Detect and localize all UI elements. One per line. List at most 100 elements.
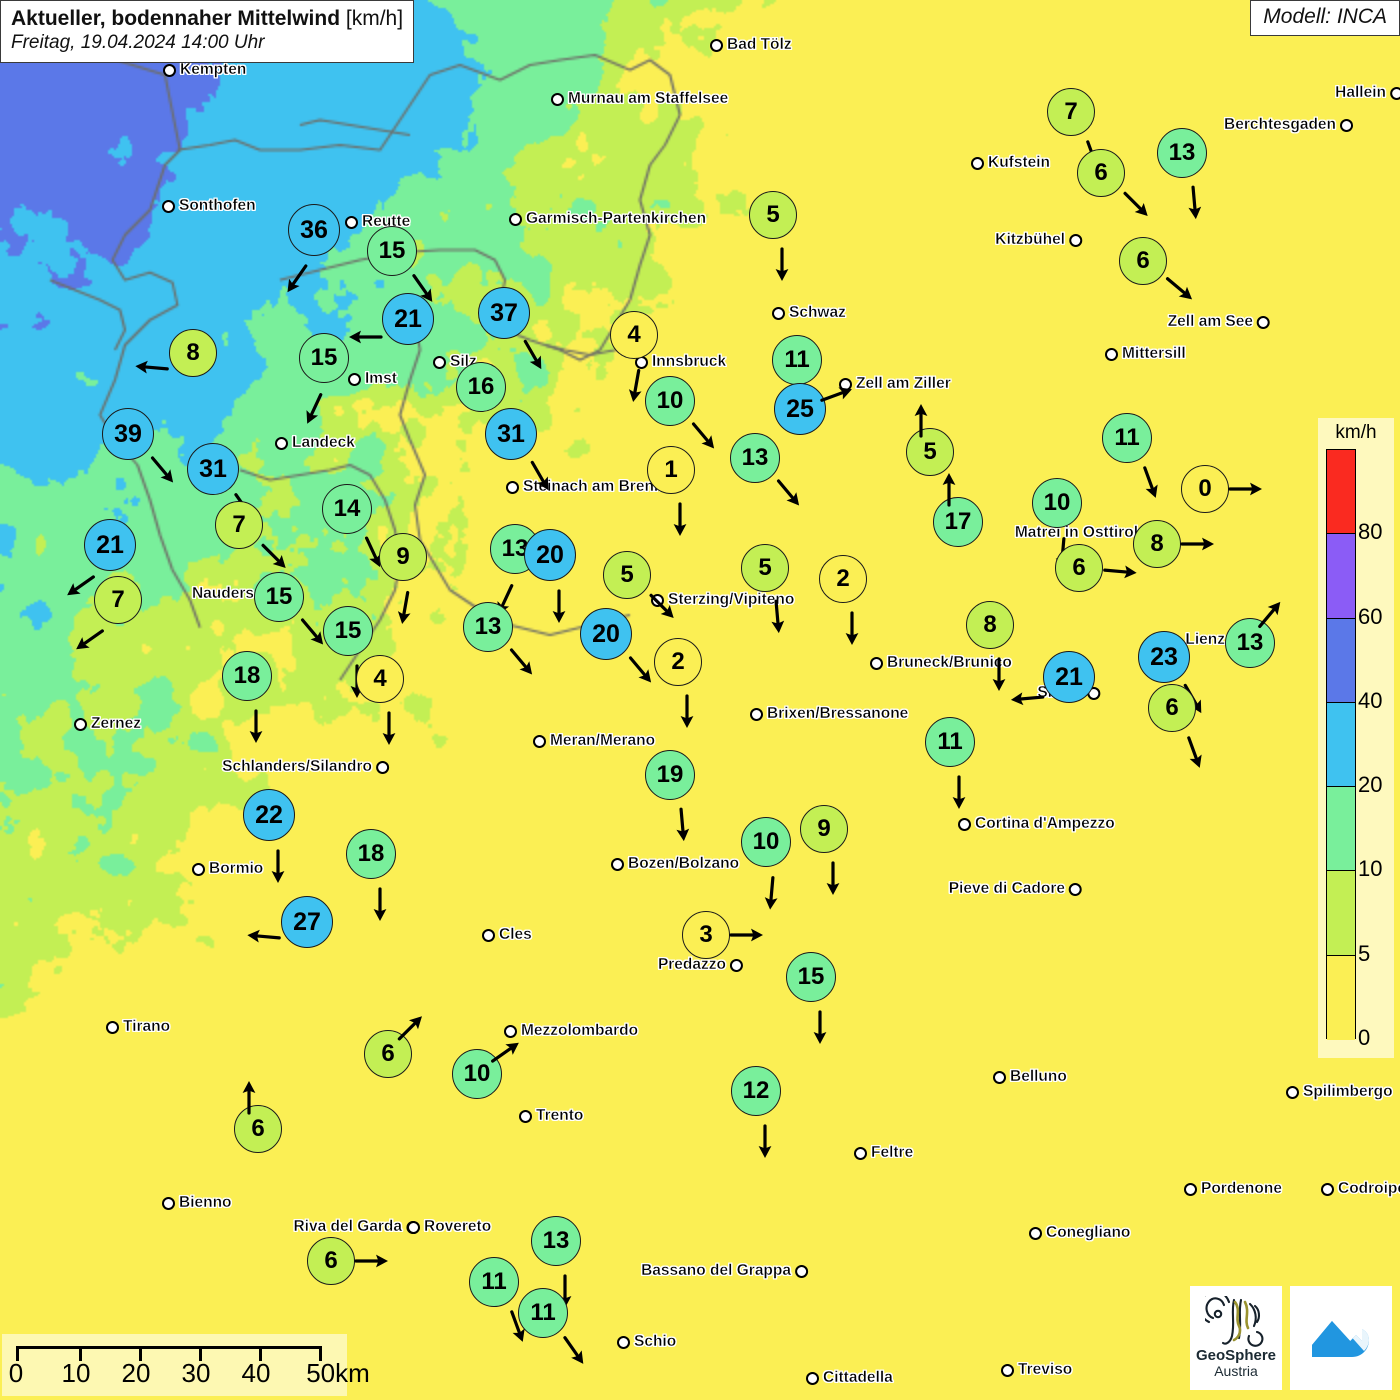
wind-speed-value: 15 [323, 606, 373, 656]
wind-speed-value: 10 [741, 817, 791, 867]
wind-direction-arrow-icon [70, 623, 108, 657]
wind-direction-arrow-icon [393, 590, 417, 627]
wind-direction-arrow-icon [269, 849, 287, 884]
wind-direction-arrow-icon [1161, 272, 1199, 308]
wind-speed-value: 18 [222, 651, 272, 701]
scale-label: 10 [61, 1358, 91, 1388]
wind-speed-value: 6 [1055, 544, 1103, 592]
wind-speed-value: 10 [1032, 478, 1082, 528]
legend-tick-label: 40 [1358, 687, 1383, 713]
wind-speed-value: 5 [741, 544, 789, 592]
wind-speed-value: 11 [469, 1257, 519, 1307]
wind-speed-value: 3 [682, 911, 730, 959]
scale-label: 50km [306, 1358, 370, 1388]
wind-speed-value: 10 [645, 376, 695, 426]
wind-speed-value: 13 [1225, 618, 1275, 668]
wind-direction-arrow-icon [811, 1010, 829, 1045]
wind-direction-arrow-icon [280, 260, 314, 298]
wind-direction-arrow-icon [392, 1009, 429, 1046]
wind-speed-value: 37 [478, 287, 530, 339]
wind-speed-value: 5 [906, 428, 954, 476]
wind-speed-value: 17 [933, 497, 983, 547]
wind-direction-arrow-icon [1103, 561, 1138, 582]
scale-tick [79, 1349, 82, 1361]
legend-colorbar [1326, 449, 1356, 1040]
title-unit: [km/h] [345, 7, 404, 30]
legend-tick-label: 80 [1358, 519, 1383, 545]
wind-speed-value: 15 [254, 572, 304, 622]
wind-direction-arrow-icon [246, 926, 281, 947]
wind-direction-arrow-icon [517, 336, 550, 374]
wind-speed-value: 31 [485, 408, 537, 460]
wind-direction-arrow-icon [354, 1252, 389, 1270]
wind-speed-value: 11 [518, 1288, 568, 1338]
geosphere-name: GeoSphere [1195, 1347, 1277, 1365]
wind-speed-value: 16 [456, 362, 506, 412]
wind-speed-value: 10 [452, 1049, 502, 1099]
wind-direction-arrow-icon [371, 887, 389, 922]
wind-speed-value: 19 [645, 750, 695, 800]
scale-bar: 0 10 20 30 40 50km [2, 1334, 370, 1396]
geosphere-mark-icon [1205, 1296, 1264, 1348]
wind-direction-arrow-icon [406, 270, 440, 308]
legend-tick-label: 60 [1358, 603, 1383, 629]
wind-speed-value: 36 [288, 204, 340, 256]
wind-direction-arrow-icon [729, 926, 764, 944]
wind-speed-value: 11 [1102, 413, 1152, 463]
scale-label: 30 [181, 1358, 211, 1388]
wind-direction-arrow-icon [771, 475, 807, 513]
page-title: Aktueller, bodennaher Mittelwind [km/h] [11, 7, 404, 30]
wind-direction-arrow-icon [940, 472, 958, 507]
legend-band [1327, 450, 1355, 535]
wind-speed-value: 7 [1047, 88, 1095, 136]
wind-speed-value: 11 [772, 335, 822, 385]
wind-direction-arrow-icon [950, 775, 968, 810]
wind-direction-arrow-icon [624, 368, 648, 405]
color-legend: km/h 80 60 40 20 10 5 0 [1318, 418, 1394, 1058]
wind-direction-arrow-icon [1180, 733, 1209, 771]
wind-speed-value: 13 [1157, 128, 1207, 178]
wind-speed-value: 7 [94, 576, 142, 624]
wind-speed-value: 22 [243, 789, 295, 841]
wind-direction-arrow-icon [295, 614, 331, 652]
scale-label: 0 [8, 1358, 24, 1388]
wind-speed-value: 2 [654, 638, 702, 686]
scale-label: 20 [121, 1358, 151, 1388]
wind-direction-arrow-icon [990, 657, 1008, 692]
wind-speed-value: 20 [524, 529, 576, 581]
wind-direction-arrow-icon [1118, 186, 1155, 223]
wind-direction-arrow-icon [1252, 595, 1288, 633]
wind-direction-arrow-icon [686, 418, 722, 456]
wind-direction-arrow-icon [761, 876, 782, 911]
wind-speed-value: 21 [84, 519, 136, 571]
partner-logo [1290, 1286, 1392, 1390]
wind-direction-arrow-icon [1009, 688, 1045, 709]
wind-direction-arrow-icon [1180, 535, 1215, 553]
wind-speed-value: 11 [925, 717, 975, 767]
wind-direction-arrow-icon [557, 1332, 591, 1370]
wind-speed-value: 21 [382, 293, 434, 345]
wind-speed-value: 15 [786, 952, 836, 1002]
wind-direction-arrow-icon [299, 390, 330, 428]
wind-speed-value: 25 [774, 383, 826, 435]
wind-speed-value: 18 [346, 829, 396, 879]
legend-tick-label: 20 [1358, 772, 1383, 798]
wind-speed-value: 9 [379, 533, 427, 581]
scale-tick [199, 1349, 202, 1361]
wind-direction-arrow-icon [503, 1308, 532, 1346]
wind-speed-value: 8 [966, 601, 1014, 649]
wind-direction-arrow-icon [773, 247, 791, 282]
wind-direction-arrow-icon [1228, 480, 1263, 498]
wind-speed-value: 6 [1077, 149, 1125, 197]
wind-speed-value: 8 [169, 329, 217, 377]
wind-speed-value: 0 [1181, 465, 1229, 513]
wind-direction-arrow-icon [671, 502, 689, 537]
wind-speed-value: 15 [299, 333, 349, 383]
wind-speed-value: 13 [463, 602, 513, 652]
legend-band [1327, 871, 1355, 956]
wind-direction-arrow-icon [348, 328, 383, 346]
wind-direction-arrow-icon [61, 569, 99, 603]
wind-speed-value: 6 [234, 1105, 282, 1153]
wind-speed-value: 39 [102, 408, 154, 460]
